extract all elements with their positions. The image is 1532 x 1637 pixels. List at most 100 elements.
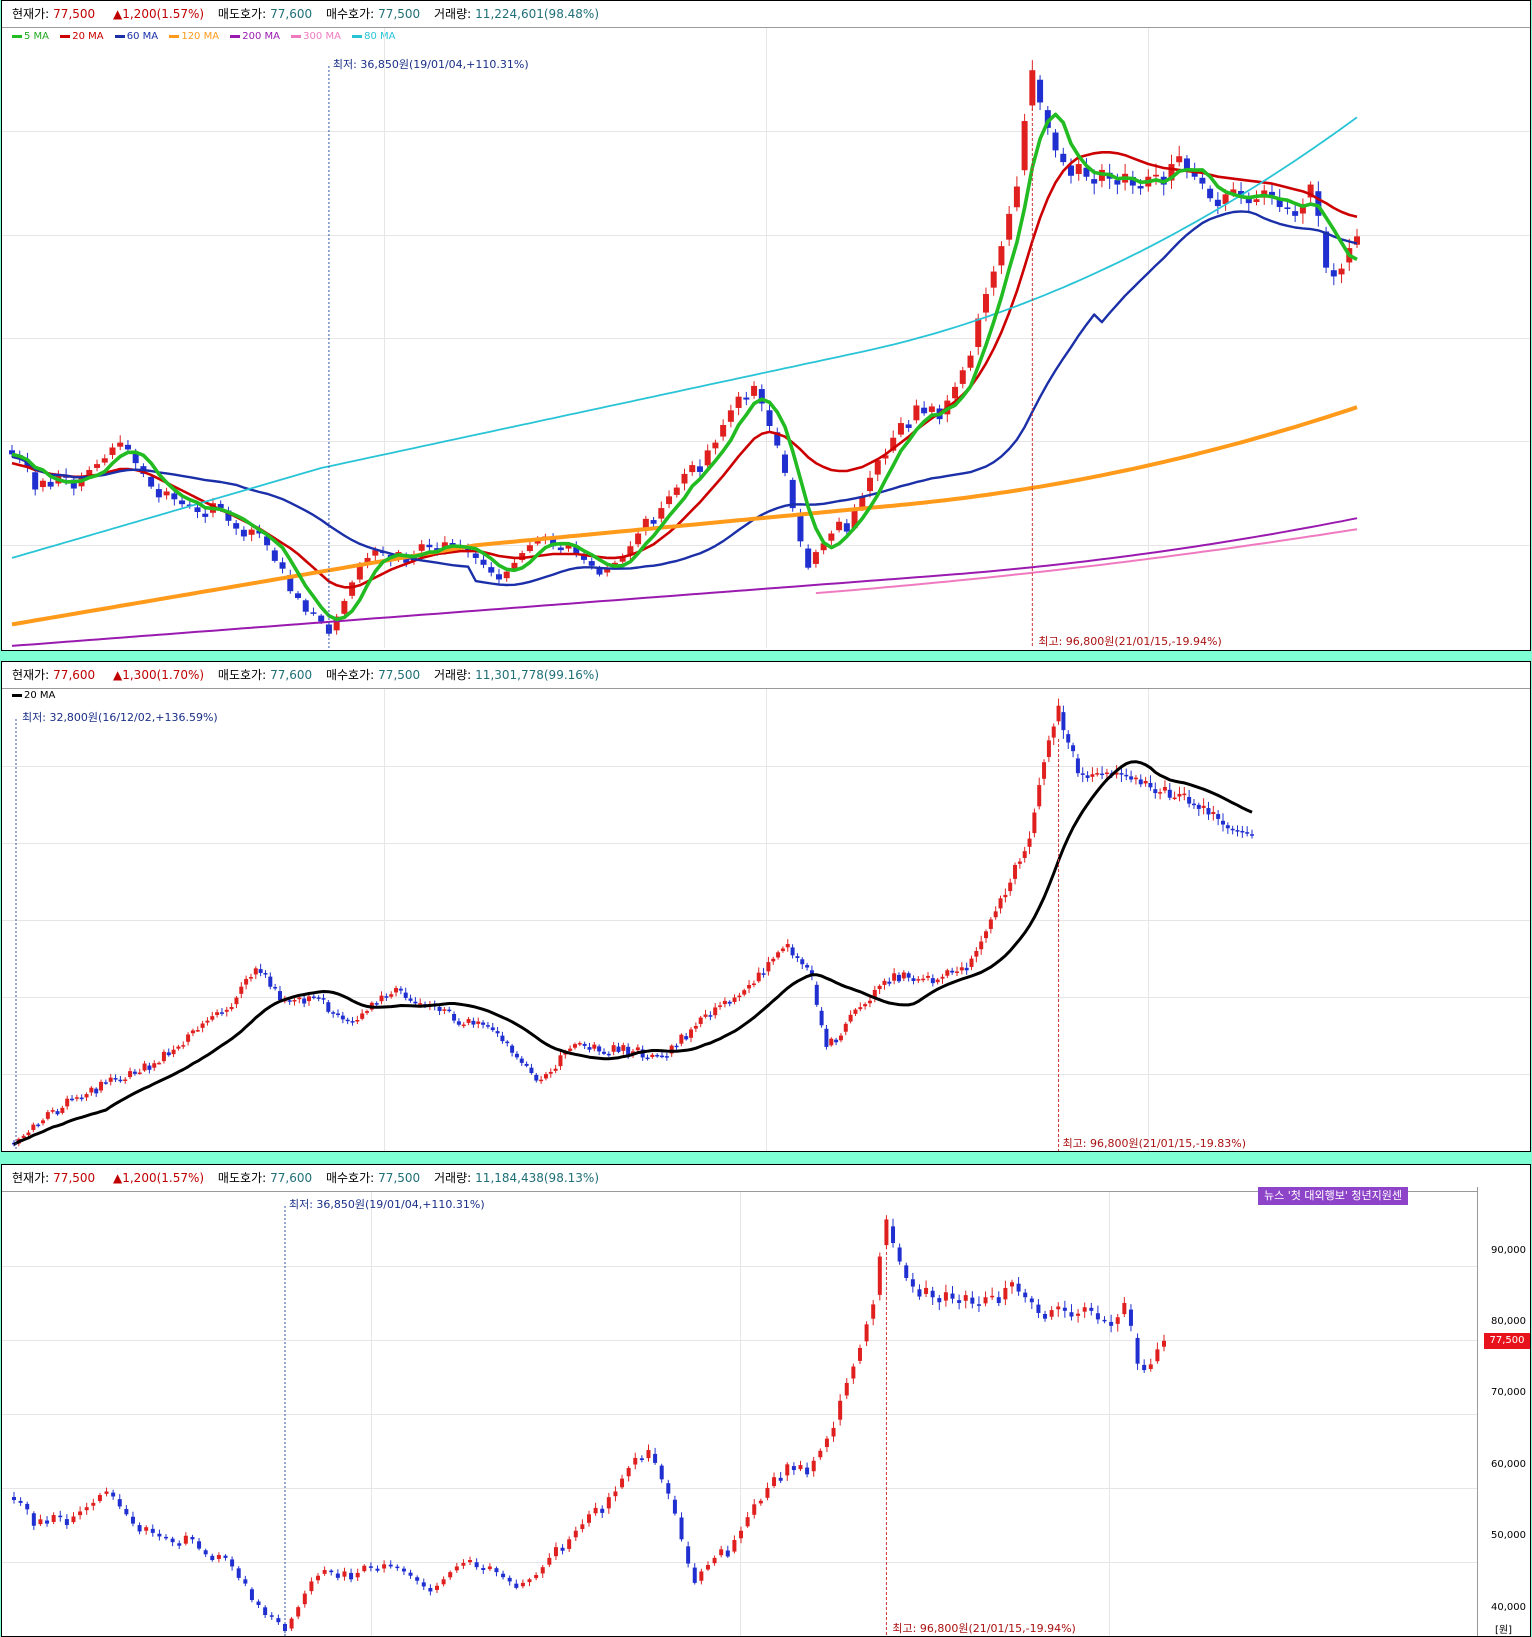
candle-body bbox=[867, 477, 874, 492]
candle-body bbox=[747, 984, 752, 989]
candle-body bbox=[1104, 772, 1109, 775]
candle-body bbox=[620, 1478, 625, 1488]
candle-body bbox=[1090, 774, 1095, 777]
candle-body bbox=[94, 1088, 99, 1094]
candle-body bbox=[205, 1020, 210, 1023]
candle-body bbox=[356, 565, 363, 580]
candle-body bbox=[340, 1015, 345, 1020]
candle-body bbox=[394, 988, 399, 993]
candle-body bbox=[877, 1256, 882, 1295]
candle-body bbox=[1056, 1306, 1061, 1310]
candle-body bbox=[171, 493, 178, 500]
candlestick-plot-2[interactable]: 최저: 32,800원(16/12/02,+136.59%) 최고: 96,800… bbox=[2, 689, 1530, 1151]
candle-body bbox=[988, 919, 993, 929]
candle-body bbox=[461, 1562, 466, 1566]
candle-body bbox=[1036, 1304, 1041, 1313]
candlestick-plot-1[interactable]: 최저: 36,850원(19/01/04,+110.31%) 최고: 96,800… bbox=[2, 28, 1530, 648]
candle-body bbox=[1129, 176, 1136, 186]
candle-body bbox=[831, 1427, 836, 1437]
candle-body bbox=[996, 1297, 1001, 1303]
candle-body bbox=[78, 1511, 83, 1516]
candle-body bbox=[170, 1538, 175, 1543]
candle-body bbox=[248, 529, 255, 535]
candle-body bbox=[152, 1063, 157, 1068]
legend-ma300[interactable]: 300 MA bbox=[291, 31, 341, 42]
candle-body bbox=[587, 1514, 591, 1523]
candle-body bbox=[751, 983, 756, 985]
legend-ma200[interactable]: 200 MA bbox=[230, 31, 280, 42]
candle-body bbox=[1114, 772, 1119, 775]
candle-body bbox=[593, 1507, 598, 1514]
candle-body bbox=[666, 496, 673, 505]
candle-body bbox=[650, 1054, 655, 1058]
candle-body bbox=[527, 1579, 532, 1583]
candle-body bbox=[408, 1572, 413, 1576]
candle-body bbox=[679, 1034, 684, 1044]
candle-body bbox=[809, 970, 814, 977]
candle-body bbox=[25, 1503, 30, 1510]
candle-body bbox=[950, 1293, 955, 1299]
candle-body bbox=[713, 1007, 718, 1016]
ma120-line bbox=[11, 405, 1358, 627]
candle-body bbox=[514, 1053, 519, 1058]
candle-body bbox=[64, 1519, 69, 1526]
candle-body bbox=[142, 1063, 147, 1071]
candle-body bbox=[268, 976, 273, 987]
y-tick-label: 60,000 bbox=[1491, 1458, 1526, 1470]
candle-body bbox=[758, 1500, 763, 1504]
candle-body bbox=[1240, 830, 1245, 833]
candle-body bbox=[21, 1135, 26, 1138]
legend-ma20[interactable]: 20 MA bbox=[12, 690, 55, 701]
candle-body bbox=[442, 1009, 447, 1011]
candle-body bbox=[604, 567, 611, 573]
candle-body bbox=[79, 1097, 84, 1100]
candle-body bbox=[408, 998, 413, 1001]
candle-body bbox=[1196, 804, 1201, 809]
candle-body bbox=[859, 496, 866, 507]
candle-body bbox=[553, 1547, 558, 1557]
candle-body bbox=[437, 1006, 442, 1012]
volume-value: 11,224,601(98.48%) bbox=[475, 7, 599, 21]
candle-body bbox=[1022, 851, 1027, 858]
candlestick-plot-3[interactable]: 최저: 36,850원(19/01/04,+110.31%) 최고: 96,800… bbox=[2, 1192, 1478, 1636]
candle-body bbox=[1128, 1309, 1133, 1326]
legend-ma20[interactable]: 20 MA bbox=[60, 31, 104, 42]
legend-ma5[interactable]: 5 MA bbox=[12, 31, 49, 42]
candle-body bbox=[964, 967, 969, 971]
y-tick-label: 80,000 bbox=[1491, 1315, 1526, 1327]
candle-body bbox=[834, 1039, 839, 1043]
candle-body bbox=[117, 442, 124, 447]
legend-ma60[interactable]: 60 MA bbox=[114, 31, 158, 42]
candle-body bbox=[230, 1559, 235, 1567]
candle-body bbox=[892, 973, 897, 981]
candle-body bbox=[548, 1071, 553, 1074]
candle-body bbox=[349, 1572, 354, 1580]
ma300-line bbox=[815, 528, 1358, 595]
candle-body bbox=[1143, 780, 1148, 784]
candle-body bbox=[693, 1025, 698, 1029]
candle-body bbox=[627, 546, 634, 556]
legend-ma120[interactable]: 120 MA bbox=[169, 31, 219, 42]
ma80-line bbox=[11, 116, 1358, 559]
news-badge[interactable]: 뉴스 '첫 대외행보' 청년지원센 bbox=[1258, 1187, 1408, 1205]
low-annotation: 최저: 36,850원(19/01/04,+110.31%) bbox=[289, 1198, 485, 1211]
candle-body bbox=[699, 1571, 704, 1581]
candle-body bbox=[797, 515, 804, 542]
candle-body bbox=[897, 1247, 902, 1262]
candle-body bbox=[659, 1465, 664, 1480]
ask-label: 매도호가: bbox=[217, 1171, 267, 1185]
candle-body bbox=[311, 996, 316, 999]
candle-body bbox=[795, 956, 800, 958]
candle-body bbox=[60, 1107, 65, 1113]
candle-body bbox=[983, 1297, 988, 1304]
candle-body bbox=[215, 1012, 220, 1015]
candle-body bbox=[474, 1562, 479, 1568]
candle-body bbox=[1017, 861, 1022, 864]
candle-body bbox=[1027, 838, 1032, 847]
candle-body bbox=[194, 507, 201, 513]
candle-body bbox=[524, 1063, 529, 1066]
candle-body bbox=[1142, 1364, 1147, 1371]
legend-ma80[interactable]: 80 MA bbox=[352, 31, 395, 42]
current-price: 77,600 bbox=[53, 668, 96, 682]
candle-body bbox=[798, 1465, 803, 1470]
